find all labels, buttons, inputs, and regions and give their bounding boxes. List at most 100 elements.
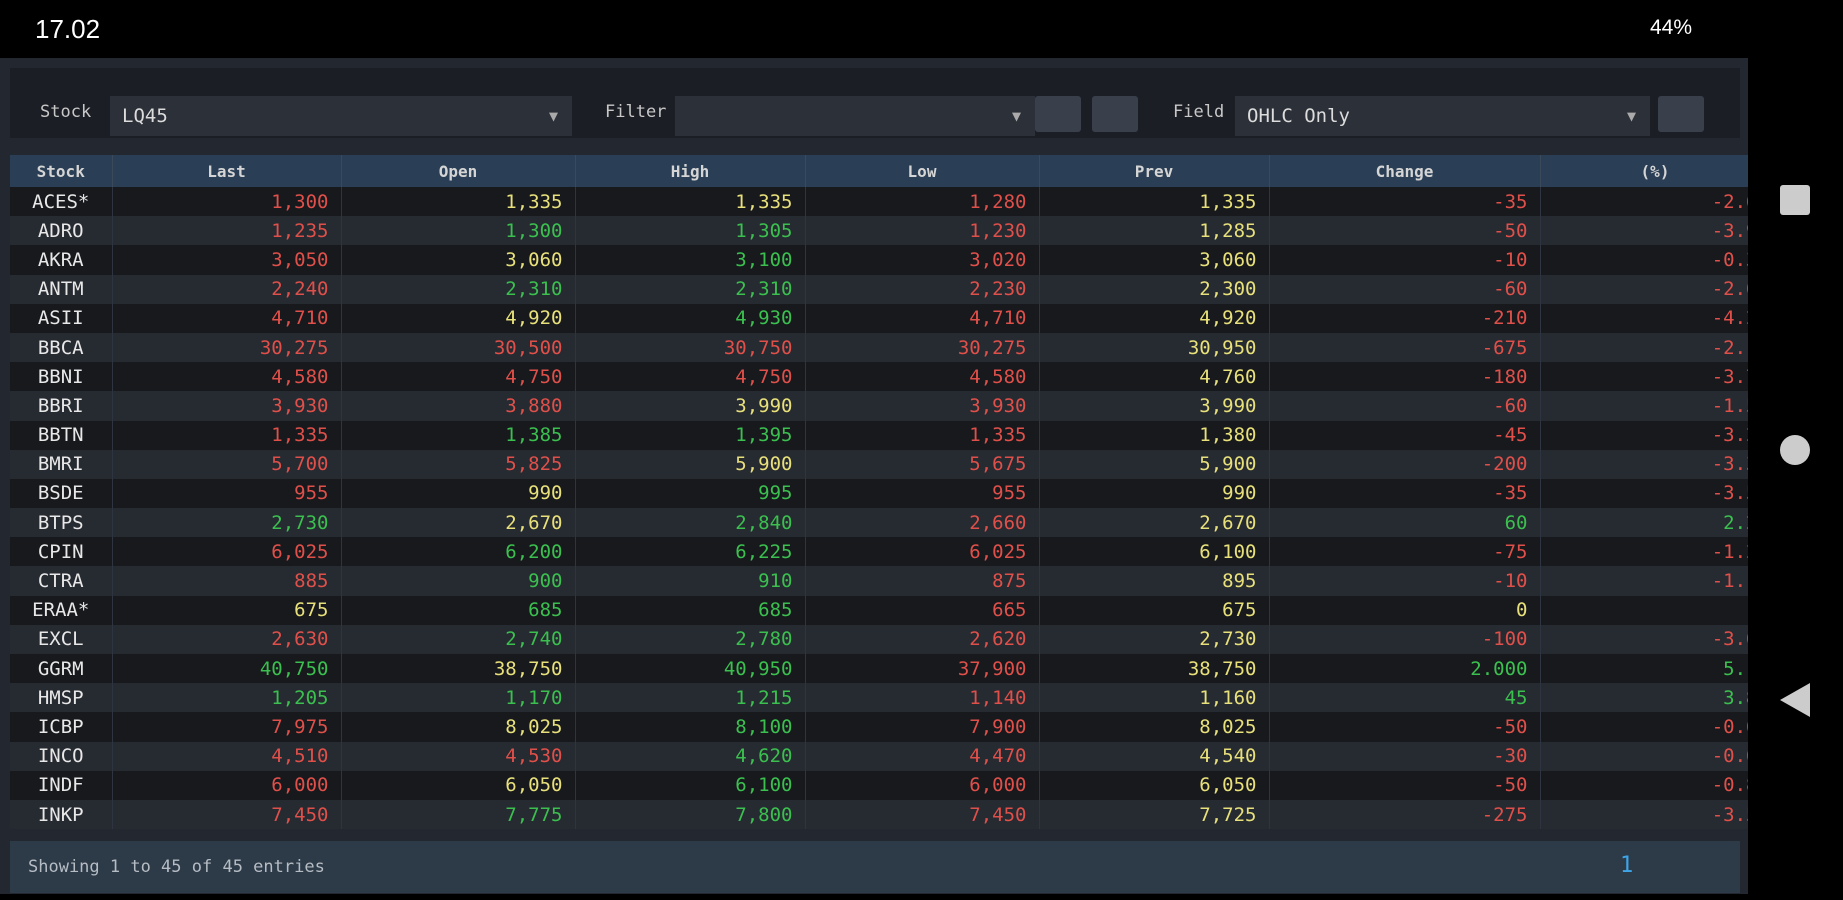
table-cell: BTPS — [10, 508, 113, 538]
table-cell: 6,025 — [805, 537, 1040, 567]
table-row: BBCA 30,275 30,500 30,750 30,275 30,950 -675 -2… — [10, 332, 1748, 363]
table-cell — [1540, 595, 1748, 625]
table-cell: 1,300 — [112, 187, 342, 217]
table-cell: 3,990 — [575, 391, 806, 421]
table-cell: 40,950 — [575, 654, 806, 684]
table-cell: -50 — [1269, 770, 1541, 800]
table-cell: 6,100 — [1039, 537, 1270, 567]
table-cell: 685 — [341, 595, 576, 625]
table-cell: 665 — [805, 595, 1040, 625]
table-cell: 1,215 — [575, 683, 806, 713]
table-cell: BSDE — [10, 478, 113, 509]
table-cell: 4,540 — [1039, 741, 1270, 771]
table-cell: 6,225 — [575, 537, 806, 567]
table-cell: 4,510 — [112, 741, 342, 771]
table-cell: 2,310 — [341, 274, 576, 304]
table-cell: -60 — [1269, 391, 1541, 421]
table-cell: -10 — [1269, 566, 1541, 596]
table-cell: 2,240 — [112, 274, 342, 304]
table-cell: 3,100 — [575, 245, 806, 275]
column-header: Prev — [1039, 155, 1270, 187]
table-cell: -35 — [1269, 187, 1541, 217]
table-cell: 38,750 — [341, 654, 576, 684]
table-cell: 7,800 — [575, 799, 806, 830]
table-cell: 7,450 — [805, 799, 1040, 830]
table-cell: 2,230 — [805, 274, 1040, 304]
table-cell: 6,050 — [1039, 770, 1270, 800]
table-cell: 1,230 — [805, 216, 1040, 246]
filter-select[interactable] — [675, 96, 1035, 136]
table-cell: 5.1 — [1540, 654, 1748, 684]
table-cell: 675 — [1039, 595, 1270, 625]
table-cell: 3,060 — [341, 245, 576, 275]
table-cell: 2,780 — [575, 624, 806, 654]
table-cell: 30,275 — [112, 332, 342, 363]
table-cell: 1,140 — [805, 683, 1040, 713]
table-cell: 3,060 — [1039, 245, 1270, 275]
table-cell: BMRI — [10, 449, 113, 479]
table-row: GGRM 40,750 38,750 40,950 37,900 38,750 2.000 5… — [10, 654, 1748, 684]
field-select[interactable]: OHLC Only — [1235, 96, 1650, 136]
table-cell: -50 — [1269, 712, 1541, 742]
table-cell: -30 — [1269, 741, 1541, 771]
table-cell: ASII — [10, 303, 113, 333]
table-cell: AKRA — [10, 245, 113, 275]
table-cell: 5,900 — [1039, 449, 1270, 479]
table-cell: 2,310 — [575, 274, 806, 304]
table-cell: 1,335 — [112, 420, 342, 450]
table-cell: 8,100 — [575, 712, 806, 742]
table-cell: 3,990 — [1039, 391, 1270, 421]
table-cell: 3,020 — [805, 245, 1040, 275]
table-cell: -2.1 — [1540, 332, 1748, 363]
table-cell: 4,470 — [805, 741, 1040, 771]
recents-button[interactable] — [1780, 185, 1810, 215]
table-cell: 7,450 — [112, 799, 342, 830]
home-button[interactable] — [1780, 435, 1810, 465]
table-cell: 2,660 — [805, 508, 1040, 538]
table-cell: 6,000 — [112, 770, 342, 800]
table-cell: 990 — [1039, 478, 1270, 509]
table-cell: 1,395 — [575, 420, 806, 450]
table-cell: 4,620 — [575, 741, 806, 771]
table-cell: -45 — [1269, 420, 1541, 450]
table-cell: 885 — [112, 566, 342, 596]
stock-select[interactable]: LQ45 — [110, 96, 572, 136]
table-cell: 2,620 — [805, 624, 1040, 654]
back-button[interactable] — [1780, 683, 1810, 717]
table-cell: BBRI — [10, 391, 113, 421]
page-link[interactable]: 1 — [1620, 853, 1634, 878]
table-cell: -2.6 — [1540, 274, 1748, 304]
footer: Showing 1 to 45 of 45 entries 1 — [10, 841, 1740, 893]
table-cell: 1,335 — [805, 420, 1040, 450]
search-button[interactable] — [1035, 96, 1081, 132]
table-cell: 2,300 — [1039, 274, 1270, 304]
column-header: Stock — [10, 155, 113, 187]
table-cell: 7,900 — [805, 712, 1040, 742]
battery: 44% — [1650, 16, 1693, 39]
table-cell: -0.8 — [1540, 770, 1748, 800]
table-cell: 2,670 — [1039, 508, 1270, 538]
table-cell: 2.000 — [1269, 654, 1541, 684]
table-cell: 30,275 — [805, 332, 1040, 363]
table-cell: 675 — [112, 595, 342, 625]
column-header: Last — [112, 155, 342, 187]
table-cell: 6,050 — [341, 770, 576, 800]
table-cell: 5,825 — [341, 449, 576, 479]
table-cell: 0 — [1269, 595, 1541, 625]
table-cell: 4,750 — [575, 362, 806, 392]
table-cell: -1.5 — [1540, 391, 1748, 421]
table-cell: 4,920 — [1039, 303, 1270, 333]
table-cell: -180 — [1269, 362, 1541, 392]
table-cell: 6,000 — [805, 770, 1040, 800]
table-cell: -1.2 — [1540, 537, 1748, 567]
search-button[interactable] — [1658, 96, 1704, 132]
table-cell: 4,710 — [805, 303, 1040, 333]
save-button[interactable] — [1092, 96, 1138, 132]
